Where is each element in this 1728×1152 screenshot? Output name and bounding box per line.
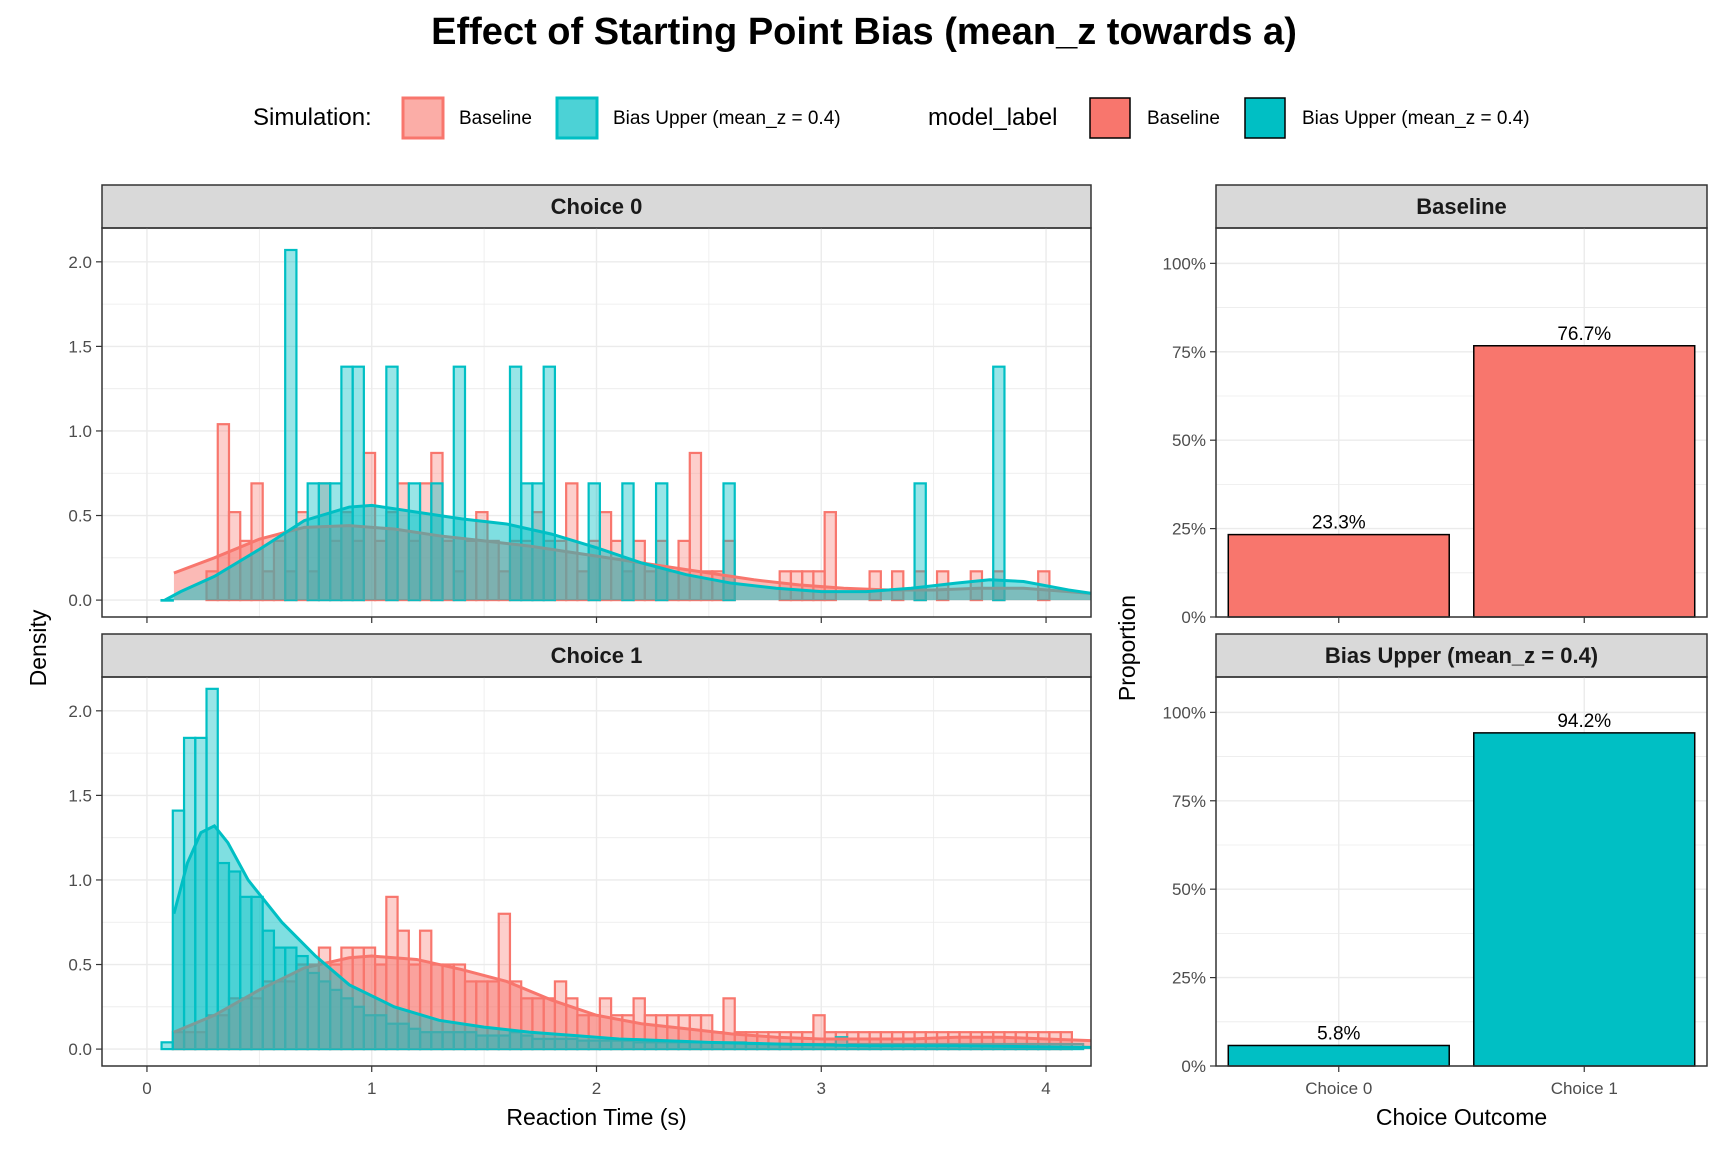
x-axis-title: Choice Outcome — [1376, 1104, 1547, 1130]
facet-strip — [1215, 184, 1708, 229]
density-line — [172, 823, 1091, 1049]
legend-title-model: model_label — [928, 104, 1057, 131]
panel-border — [1215, 676, 1708, 1067]
legend-key-bias-sim — [555, 96, 599, 140]
y-axis-title: Proportion — [1114, 595, 1140, 701]
y-tick-label: 50% — [1172, 431, 1206, 450]
x-tick-label: Choice 0 — [1305, 1079, 1372, 1098]
bar-panel: Bias Upper (mean_z = 0.4) 5.8% 94.2% 0% 25% 5… — [1163, 633, 1708, 1098]
y-tick-label: 0% — [1181, 608, 1206, 627]
panel-border — [1215, 227, 1708, 618]
histogram-panel: Choice 0 0.0 0.5 1.0 1.5 2.0 — [68, 184, 1092, 623]
y-tick-label: 100% — [1163, 703, 1206, 722]
density-area — [173, 825, 1091, 1050]
legend-label: Bias Upper (mean_z = 0.4) — [613, 108, 841, 129]
y-tick-label: 75% — [1172, 792, 1206, 811]
x-axis-title: Reaction Time (s) — [506, 1104, 686, 1130]
bar-value-label: 5.8% — [1317, 1023, 1360, 1044]
histogram-bar — [913, 482, 927, 602]
legend-key-baseline-model — [1089, 97, 1131, 139]
x-tick-label: 4 — [1041, 1079, 1050, 1098]
bar-value-label: 94.2% — [1557, 711, 1611, 732]
legend: Simulation: Baseline Bias Upper (mean_z = … — [253, 96, 1530, 140]
bar-value-label: 76.7% — [1557, 324, 1611, 345]
y-tick-label: 100% — [1163, 254, 1206, 273]
y-tick-label: 25% — [1172, 969, 1206, 988]
bar — [1227, 533, 1450, 618]
x-tick-label: 1 — [367, 1079, 376, 1098]
histogram-panel: Choice 1 0.0 0.5 1.0 1.5 2.0 0 1 2 3 4 — [68, 633, 1092, 1098]
legend-label: Baseline — [459, 108, 532, 129]
facet-strip-label: Bias Upper (mean_z = 0.4) — [1325, 643, 1598, 668]
y-tick-label: 2.0 — [68, 253, 92, 272]
y-tick-label: 50% — [1172, 880, 1206, 899]
bar-panel: Baseline 23.3% 76.7% 0% 25% 50% 75% 100% — [1163, 184, 1708, 627]
histogram-panels: Choice 0 0.0 0.5 1.0 1.5 2.0 Choice 1 0.0 0.5 1.0… — [25, 184, 1092, 1130]
gridlines — [102, 677, 1091, 1066]
y-tick-label: 2.0 — [68, 702, 92, 721]
y-tick-label: 25% — [1172, 520, 1206, 539]
facet-strip — [101, 633, 1092, 678]
y-tick-label: 0% — [1181, 1057, 1206, 1076]
legend-title-simulation: Simulation: — [253, 104, 372, 131]
plot-area — [160, 248, 1091, 602]
bar — [1227, 1044, 1450, 1067]
facet-strip-label: Baseline — [1416, 194, 1507, 219]
y-tick-label: 1.0 — [68, 871, 92, 890]
y-tick-label: 0.0 — [68, 1040, 92, 1059]
x-tick-label: 0 — [142, 1079, 151, 1098]
bar — [1473, 732, 1696, 1067]
y-tick-label: 0.0 — [68, 591, 92, 610]
density-area — [164, 505, 1091, 601]
y-tick-label: 0.5 — [68, 956, 92, 975]
legend-label: Bias Upper (mean_z = 0.4) — [1302, 108, 1530, 129]
facet-strip-label: Choice 0 — [551, 194, 643, 219]
x-tick-label: Choice 1 — [1551, 1079, 1618, 1098]
y-tick-label: 1.5 — [68, 786, 92, 805]
density-line — [164, 503, 1091, 602]
y-axis-title: Density — [25, 609, 51, 686]
y-tick-label: 75% — [1172, 343, 1206, 362]
facet-strip — [101, 184, 1092, 229]
facet-strip-label: Choice 1 — [551, 643, 643, 668]
x-tick-label: 3 — [817, 1079, 826, 1098]
bar — [1473, 345, 1696, 618]
histogram-bar — [160, 1041, 174, 1051]
y-tick-label: 0.5 — [68, 507, 92, 526]
density-line — [173, 954, 1091, 1043]
x-tick-label: 2 — [592, 1079, 601, 1098]
legend-key-baseline-sim — [401, 96, 445, 140]
y-tick-label: 1.0 — [68, 422, 92, 441]
histogram-bar — [992, 365, 1006, 602]
chart-title: Effect of Starting Point Bias (mean_z to… — [431, 11, 1297, 53]
legend-label: Baseline — [1147, 108, 1220, 129]
legend-key-bias-model — [1244, 97, 1286, 139]
plot-area — [160, 687, 1091, 1051]
bar-value-label: 23.3% — [1312, 513, 1366, 534]
y-tick-label: 1.5 — [68, 337, 92, 356]
